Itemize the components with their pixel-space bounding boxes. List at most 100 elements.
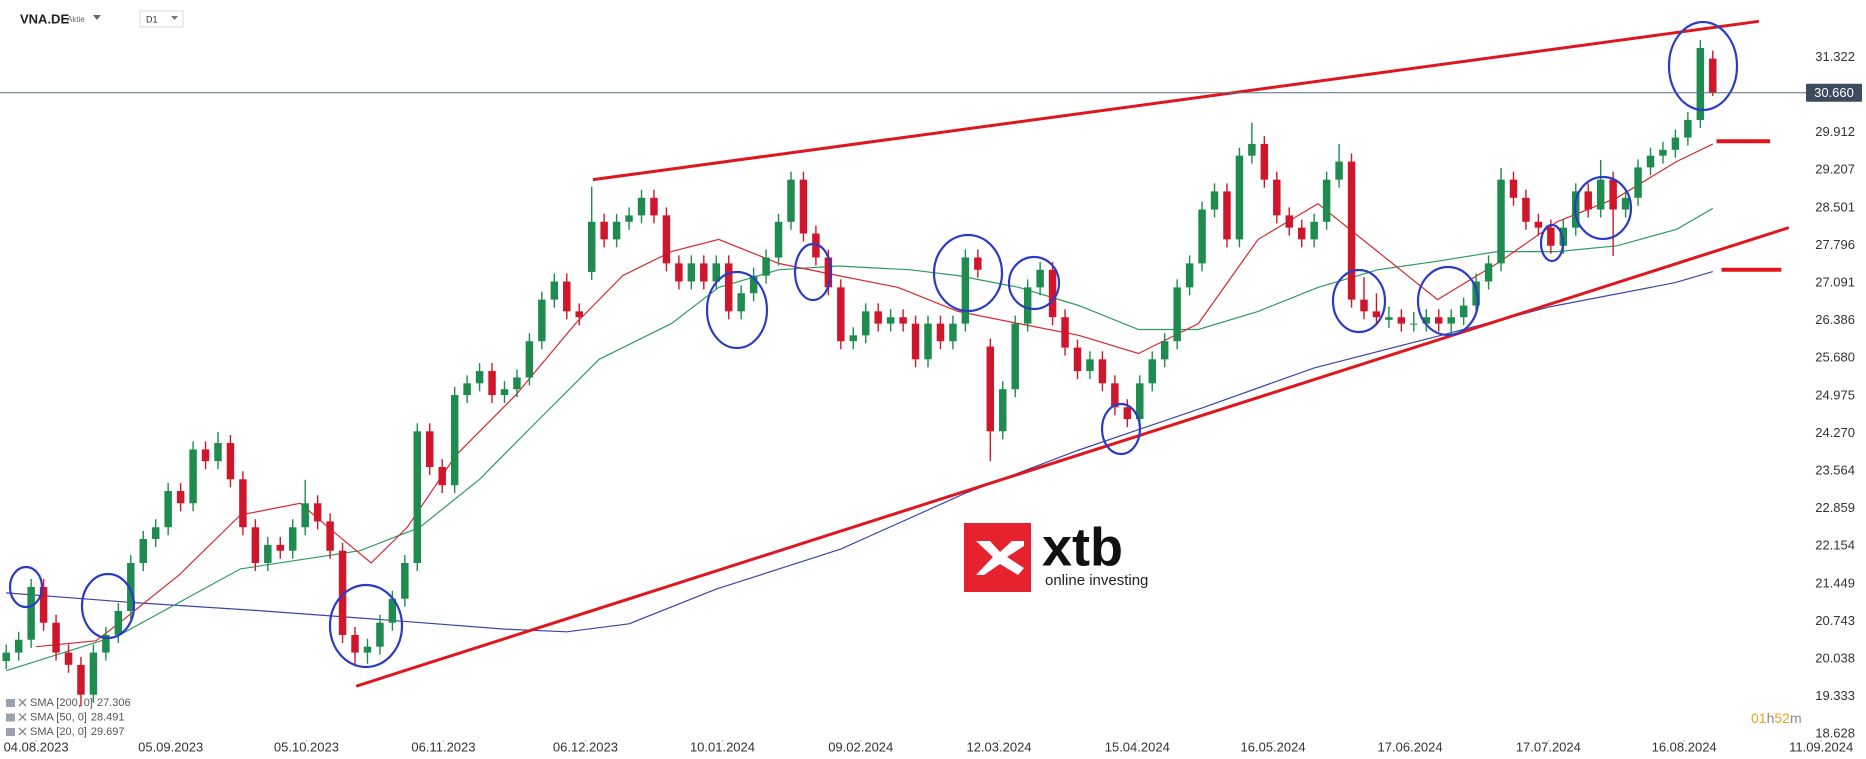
watermark: xtb online investing [964, 517, 1148, 592]
logo-mark [976, 541, 1024, 575]
candle-body [376, 622, 384, 647]
candle-body [102, 634, 110, 653]
y-tick-label: 19.333 [1815, 688, 1855, 703]
candle-body [1123, 407, 1132, 420]
x-tick-label: 12.03.2024 [966, 739, 1031, 754]
legend-entry: SMA [200, 0] 27.306 [30, 697, 131, 709]
annotation-circle [80, 572, 136, 640]
candle-body [1534, 221, 1543, 228]
x-tick-label: 15.04.2024 [1105, 739, 1170, 754]
candle-body [700, 263, 708, 282]
legend-remove[interactable] [18, 698, 27, 707]
candle-body [1160, 341, 1169, 360]
last-price-box [1806, 83, 1862, 102]
candle-body [762, 257, 770, 276]
sma-line [6, 271, 1713, 633]
x-tick-label: 04.08.2023 [4, 739, 69, 754]
symbol-dropdown[interactable] [93, 15, 101, 20]
trendline [355, 226, 1790, 688]
candle-body [787, 179, 795, 222]
countdown: 01h52m [1751, 710, 1802, 726]
candle-body [799, 179, 808, 234]
y-tick-label: 22.154 [1815, 538, 1855, 553]
candle-body [1385, 317, 1393, 320]
candle-body [139, 539, 147, 563]
y-tick-label: 20.743 [1815, 613, 1855, 628]
candle-body [426, 431, 434, 468]
candle-body [1596, 179, 1605, 210]
y-tick-label: 28.501 [1815, 199, 1855, 214]
candle-body [837, 287, 845, 342]
candle-body [974, 257, 982, 270]
candle-body [575, 311, 583, 318]
candle-body [251, 527, 260, 563]
annotation-circle [1007, 255, 1061, 311]
candle-body [114, 610, 123, 635]
candle-body [961, 257, 970, 324]
x-tick-label: 11.09.2024 [1789, 739, 1853, 754]
candle-body [1472, 281, 1480, 306]
candle-body [401, 562, 409, 599]
legend-remove[interactable] [18, 727, 27, 736]
logo-text: xtb [1042, 517, 1123, 577]
candle-body [463, 383, 471, 396]
candle-body [1111, 383, 1119, 408]
candle-body [1410, 323, 1418, 325]
candle-body [1509, 179, 1518, 198]
candle-body [1098, 359, 1107, 384]
candle-body [812, 233, 820, 258]
candle-body [911, 323, 920, 360]
annotation-circle [1416, 265, 1480, 337]
instrument-type: Aktie [67, 15, 85, 24]
candle-body [64, 652, 73, 665]
candle-body [1659, 149, 1667, 156]
candle-body [886, 317, 895, 324]
candle-body [924, 323, 932, 360]
candle-body [587, 221, 596, 272]
y-tick-label: 20.038 [1815, 651, 1855, 666]
candle-body [1646, 155, 1655, 168]
candle-body [214, 443, 222, 462]
legend-value: 28.491 [91, 711, 125, 723]
legend-remove[interactable] [18, 713, 27, 721]
candle-body [936, 323, 945, 342]
candle-body [625, 215, 633, 222]
candle-body [1061, 317, 1069, 348]
candle-body [288, 527, 297, 551]
candle-body [89, 652, 98, 695]
candle-body [650, 197, 658, 216]
y-tick-label: 25.680 [1815, 350, 1855, 365]
candle-body [1360, 299, 1368, 312]
candle-body [413, 431, 422, 563]
candle-body [861, 311, 870, 336]
candle-body [1447, 317, 1455, 324]
annotations [8, 20, 1739, 669]
candle-body [1422, 317, 1431, 324]
candle-body [999, 389, 1007, 432]
annotation-circle [1100, 402, 1142, 456]
y-tick-label: 24.270 [1815, 425, 1855, 440]
candle-body [388, 598, 397, 623]
x-tick-label: 16.08.2024 [1652, 739, 1717, 754]
candle-body [1285, 215, 1293, 228]
candle-body [538, 299, 546, 342]
candle-body [749, 275, 758, 294]
candle-body [1260, 143, 1269, 180]
candle-body [151, 527, 160, 540]
y-tick-label: 26.386 [1815, 312, 1855, 327]
timeframe-dropdown[interactable] [171, 16, 178, 20]
candle-body [27, 586, 35, 640]
annotation-circle [1539, 223, 1565, 263]
candle-body [301, 503, 309, 528]
header: VNA.DE Aktie D1 [20, 10, 184, 28]
candle-body [326, 521, 334, 551]
timeframe-select[interactable] [139, 10, 184, 28]
candle-body [1310, 221, 1318, 240]
candle-body [1210, 191, 1219, 210]
candle-body [1671, 137, 1680, 150]
candle-body [525, 341, 534, 378]
candle-body [127, 562, 135, 611]
candle-body [276, 544, 285, 551]
